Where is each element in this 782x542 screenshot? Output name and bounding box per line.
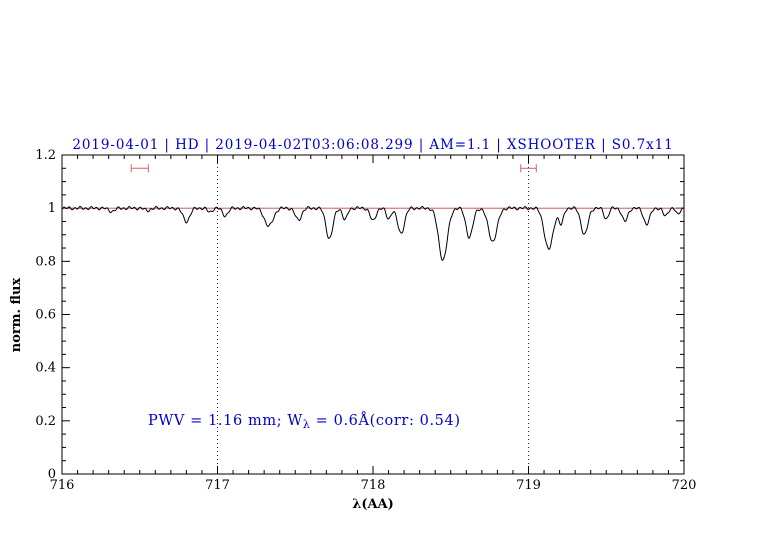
wavelength-range-markers	[130, 164, 537, 173]
x-tick-label: 717	[205, 478, 230, 493]
axis-ticks	[61, 154, 685, 475]
annotation-part: = 0.6Å(corr: 0.54)	[310, 411, 460, 429]
y-tick-label: 1	[48, 201, 56, 216]
axis-tick-labels: 716 717 718 719 720 0 0.2 0.4 0.6 0.8 1 1.2	[35, 148, 696, 493]
pwv-annotation: PWV = 1.16 mm; Wλ = 0.6Å(corr: 0.54)	[148, 411, 461, 431]
x-tick-label: 716	[50, 478, 75, 493]
range-marker	[130, 164, 149, 173]
y-tick-label: 1.2	[35, 148, 56, 163]
annotation-part: PWV = 1.16 mm; W	[148, 413, 303, 429]
y-tick-label: 0	[48, 467, 56, 482]
y-axis-label: norm. flux	[9, 278, 24, 353]
x-tick-label: 718	[361, 478, 386, 493]
spectrum-line	[61, 205, 685, 261]
y-tick-label: 0.2	[35, 414, 56, 429]
x-tick-label: 719	[516, 478, 541, 493]
plot-title: 2019-04-01 | HD | 2019-04-02T03:06:08.29…	[72, 137, 673, 153]
x-axis-label: λ(AA)	[352, 497, 394, 512]
y-tick-label: 0.8	[35, 254, 56, 269]
annotation-part: λ	[303, 418, 311, 431]
range-marker	[520, 164, 537, 173]
y-tick-label: 0.4	[35, 361, 56, 376]
x-tick-label: 720	[672, 478, 697, 493]
y-tick-label: 0.6	[35, 308, 56, 323]
